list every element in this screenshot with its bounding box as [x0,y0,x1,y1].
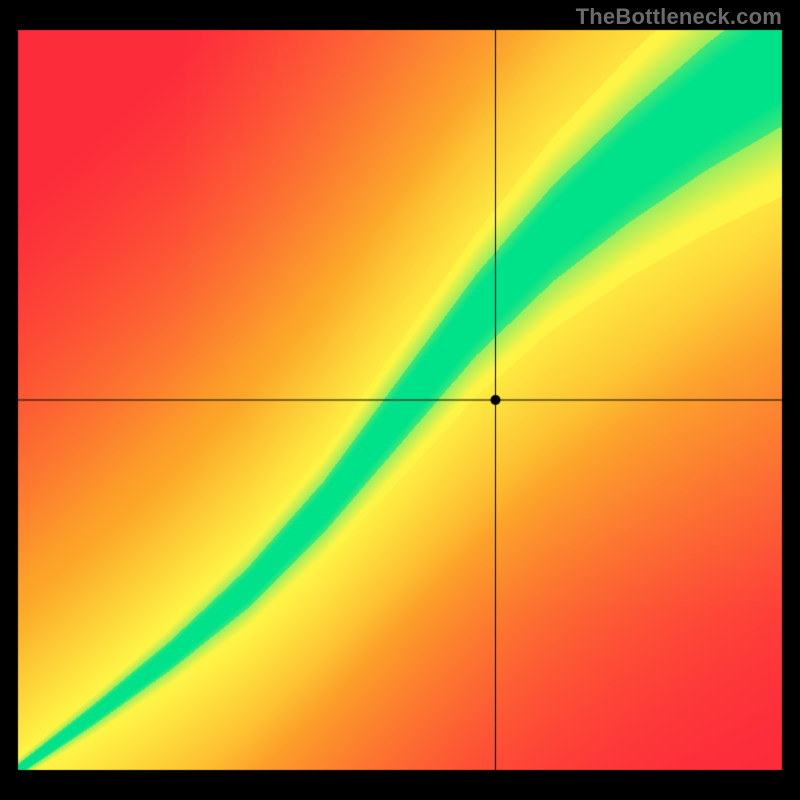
bottleneck-heatmap [0,0,800,800]
chart-container: TheBottleneck.com [0,0,800,800]
watermark-text: TheBottleneck.com [576,4,782,30]
